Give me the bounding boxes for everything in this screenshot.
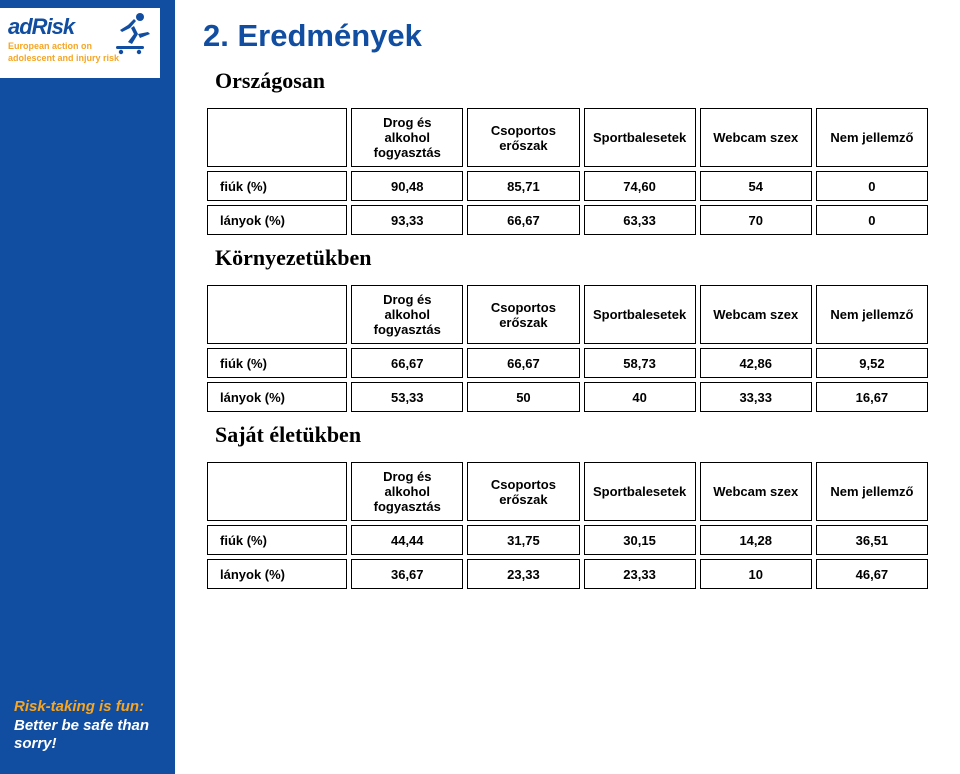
cell: 14,28	[700, 525, 812, 555]
cell: 66,67	[467, 205, 579, 235]
slogan: Risk-taking is fun: Better be safe than …	[14, 698, 149, 754]
main-content: 2. Eredmények Országosan Drog és alkohol…	[175, 0, 960, 774]
table-row: Drog és alkohol fogyasztás Csoportos erő…	[207, 462, 928, 521]
table-row: lányok (%) 53,33 50 40 33,33 16,67	[207, 382, 928, 412]
cell: 74,60	[584, 171, 696, 201]
cell: 9,52	[816, 348, 928, 378]
logo-block: adRisk European action on adolescent and…	[0, 8, 160, 78]
row-label-boys: fiúk (%)	[207, 348, 347, 378]
col-sport: Sportbalesetek	[584, 285, 696, 344]
slogan-line-1: Risk-taking is fun:	[14, 698, 149, 717]
cell: 10	[700, 559, 812, 589]
cell: 16,67	[816, 382, 928, 412]
col-sport: Sportbalesetek	[584, 108, 696, 167]
col-none: Nem jellemző	[816, 462, 928, 521]
cell: 0	[816, 205, 928, 235]
cell: 31,75	[467, 525, 579, 555]
cell: 93,33	[351, 205, 463, 235]
cell: 70	[700, 205, 812, 235]
cell: 0	[816, 171, 928, 201]
table-row: lányok (%) 93,33 66,67 63,33 70 0	[207, 205, 928, 235]
table-ownlife: Drog és alkohol fogyasztás Csoportos erő…	[203, 458, 932, 593]
col-drug: Drog és alkohol fogyasztás	[351, 108, 463, 167]
cell: 66,67	[467, 348, 579, 378]
col-blank	[207, 108, 347, 167]
cell: 53,33	[351, 382, 463, 412]
col-blank	[207, 462, 347, 521]
col-none: Nem jellemző	[816, 285, 928, 344]
cell: 63,33	[584, 205, 696, 235]
cell: 66,67	[351, 348, 463, 378]
col-webcam: Webcam szex	[700, 285, 812, 344]
col-blank	[207, 285, 347, 344]
table-row: fiúk (%) 66,67 66,67 58,73 42,86 9,52	[207, 348, 928, 378]
cell: 54	[700, 171, 812, 201]
cell: 36,51	[816, 525, 928, 555]
col-violence: Csoportos erőszak	[467, 285, 579, 344]
table-row: lányok (%) 36,67 23,33 23,33 10 46,67	[207, 559, 928, 589]
cell: 90,48	[351, 171, 463, 201]
section-title-environment: Környezetükben	[215, 245, 932, 271]
col-violence: Csoportos erőszak	[467, 108, 579, 167]
col-webcam: Webcam szex	[700, 108, 812, 167]
cell: 58,73	[584, 348, 696, 378]
cell: 33,33	[700, 382, 812, 412]
col-drug: Drog és alkohol fogyasztás	[351, 462, 463, 521]
row-label-boys: fiúk (%)	[207, 171, 347, 201]
col-violence: Csoportos erőszak	[467, 462, 579, 521]
sidebar: adRisk European action on adolescent and…	[0, 0, 175, 774]
table-row: fiúk (%) 90,48 85,71 74,60 54 0	[207, 171, 928, 201]
col-drug: Drog és alkohol fogyasztás	[351, 285, 463, 344]
cell: 36,67	[351, 559, 463, 589]
slogan-line-3: sorry!	[14, 735, 149, 754]
skater-icon	[110, 10, 158, 58]
cell: 23,33	[584, 559, 696, 589]
slogan-line-2: Better be safe than	[14, 717, 149, 736]
col-webcam: Webcam szex	[700, 462, 812, 521]
row-label-girls: lányok (%)	[207, 382, 347, 412]
cell: 42,86	[700, 348, 812, 378]
row-label-girls: lányok (%)	[207, 205, 347, 235]
cell: 40	[584, 382, 696, 412]
section-title-national: Országosan	[215, 68, 932, 94]
col-none: Nem jellemző	[816, 108, 928, 167]
table-environment: Drog és alkohol fogyasztás Csoportos erő…	[203, 281, 932, 416]
row-label-girls: lányok (%)	[207, 559, 347, 589]
cell: 30,15	[584, 525, 696, 555]
table-row: Drog és alkohol fogyasztás Csoportos erő…	[207, 108, 928, 167]
col-sport: Sportbalesetek	[584, 462, 696, 521]
cell: 46,67	[816, 559, 928, 589]
cell: 50	[467, 382, 579, 412]
row-label-boys: fiúk (%)	[207, 525, 347, 555]
cell: 44,44	[351, 525, 463, 555]
table-row: fiúk (%) 44,44 31,75 30,15 14,28 36,51	[207, 525, 928, 555]
cell: 85,71	[467, 171, 579, 201]
page-title: 2. Eredmények	[203, 18, 932, 54]
cell: 23,33	[467, 559, 579, 589]
table-national: Drog és alkohol fogyasztás Csoportos erő…	[203, 104, 932, 239]
table-row: Drog és alkohol fogyasztás Csoportos erő…	[207, 285, 928, 344]
section-title-ownlife: Saját életükben	[215, 422, 932, 448]
